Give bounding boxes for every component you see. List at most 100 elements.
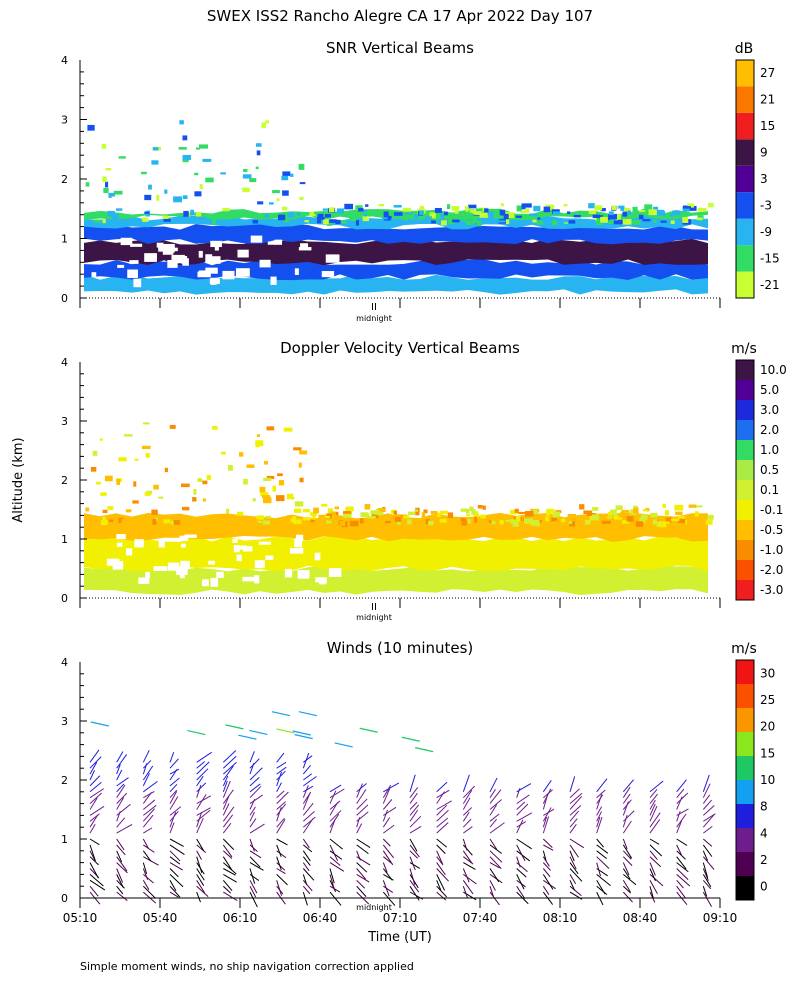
heatmap-cell (152, 147, 159, 151)
wind-barb (569, 838, 585, 849)
y-tick-label: 4 (61, 356, 68, 369)
heatmap-cell (278, 480, 285, 486)
heatmap-cell (532, 219, 537, 223)
wind-barb (329, 862, 345, 872)
heatmap-cell (365, 204, 369, 207)
wind-barb (383, 856, 392, 864)
wind-barb (222, 789, 234, 804)
heatmap-cell (268, 202, 274, 205)
heatmap-gap (222, 270, 235, 280)
heatmap-cell (410, 214, 414, 219)
heatmap-cell (378, 204, 385, 207)
wind-barb (489, 789, 496, 798)
heatmap-cell (479, 207, 488, 212)
wind-barb (516, 803, 529, 816)
wind-barb (142, 808, 155, 822)
wind-barb (516, 868, 527, 878)
wind-barb (116, 784, 126, 798)
wind-barb (222, 850, 233, 859)
wind-barb (302, 785, 309, 798)
heatmap-cell (408, 511, 416, 516)
wind-barb (462, 774, 470, 792)
colorbar-segment (736, 804, 754, 828)
wind-barb (143, 827, 153, 834)
heatmap-cell (415, 219, 423, 222)
wind-barb (676, 813, 687, 828)
heatmap-cell (595, 220, 603, 226)
heatmap-cell (93, 219, 102, 223)
heatmap-cell (293, 519, 302, 525)
wind-barb (462, 797, 471, 810)
heatmap-cell (439, 518, 447, 523)
heatmap-cell (430, 510, 438, 514)
wind-barb (676, 808, 689, 816)
heatmap-cell (653, 219, 657, 223)
heatmap-cell (627, 210, 631, 216)
heatmap-cell (148, 184, 152, 190)
x-tick-label: 08:10 (543, 911, 578, 925)
heatmap-cell (560, 518, 566, 523)
wind-barb (516, 856, 521, 868)
colorbar-segment (736, 708, 754, 732)
heatmap-cell (316, 219, 322, 224)
heatmap-cell (608, 511, 612, 516)
heatmap-cell (446, 521, 452, 526)
wind-barb (143, 844, 155, 853)
heatmap-cell (658, 521, 667, 528)
wind-barb (276, 801, 286, 810)
heatmap-cell (182, 158, 189, 163)
y-tick-label: 1 (61, 533, 68, 546)
heatmap-gap (319, 578, 327, 585)
wind-barb (89, 805, 105, 816)
heatmap-cell (222, 208, 230, 212)
wind-barb (116, 823, 133, 834)
wind-barb (569, 885, 582, 897)
heatmap-cell (293, 447, 302, 451)
wind-barb (329, 891, 342, 906)
wind-barb (142, 885, 157, 899)
wind-barb (463, 891, 477, 901)
heatmap-gap (158, 538, 165, 548)
heatmap-cell (648, 209, 657, 216)
wind-barb (222, 803, 230, 816)
colorbar-label: 10 (760, 773, 775, 787)
heatmap-gap (254, 560, 265, 569)
wind-barb (702, 814, 715, 828)
heatmap-cell (504, 520, 510, 527)
heatmap-gap (129, 260, 139, 264)
heatmap-cell (359, 518, 364, 524)
wind-barb (489, 850, 503, 863)
wind-barb (623, 874, 637, 886)
wind-barb (116, 754, 128, 769)
wind-barb (222, 806, 235, 822)
wind-barb (169, 874, 184, 888)
heatmap-cell (85, 507, 90, 512)
heatmap-cell (620, 207, 625, 212)
wind-barb (649, 799, 656, 810)
wind-barb (409, 825, 422, 834)
wind-barb (649, 844, 663, 857)
heatmap-cell (588, 210, 596, 215)
wind-barb (196, 874, 205, 886)
wind-barb (382, 817, 391, 828)
wind-barb (169, 868, 179, 878)
wind-barb (116, 874, 124, 888)
wind-barb (302, 868, 315, 881)
wind-barb (225, 724, 244, 730)
wind-barb (702, 805, 715, 816)
wind-barb (409, 787, 419, 798)
wind-barb (436, 880, 442, 891)
heatmap-gap (180, 560, 190, 569)
heatmap-gap (116, 542, 123, 547)
wind-barb (542, 868, 551, 878)
colorbar-segment (736, 86, 754, 113)
heatmap-cell (396, 521, 401, 525)
heatmap-cell (327, 508, 333, 514)
heatmap-cell (505, 519, 515, 522)
colorbar-segment (736, 165, 754, 193)
colorbar-segment (736, 500, 754, 520)
wind-barb (249, 838, 255, 852)
wind-barb (462, 789, 473, 804)
heatmap-gap (233, 545, 240, 553)
heatmap-gap (184, 534, 197, 538)
